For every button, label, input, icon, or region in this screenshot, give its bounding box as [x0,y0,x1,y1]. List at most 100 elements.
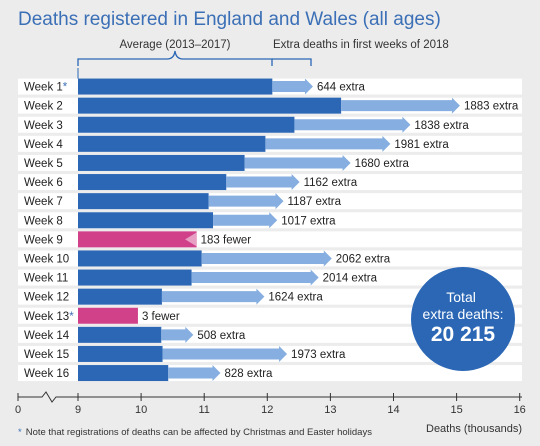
total-badge: Total extra deaths: 20 215 [411,267,515,371]
value-label: 1973 extra [291,349,346,361]
value-label: 1017 extra [281,215,336,227]
extra-arrow [265,135,391,152]
bar-row: Week 13* 3 fewer [18,307,522,324]
average-bar [78,135,266,152]
week-label: Week 8 [24,215,63,227]
value-label: 1162 extra [304,177,358,189]
value-label: 1981 extra [394,139,449,151]
chart-rows: Week 1* 644 extra Week 2 1883 extra Week 3 18… [18,68,522,382]
tick-label: 13 [324,404,336,416]
week-label: Week 7 [24,196,63,208]
week-label: Week 6 [24,177,63,189]
value-label: 3 fewer [142,311,180,323]
value-label: 1187 extra [288,196,342,208]
value-label: 644 extra [317,82,366,94]
extra-arrow [162,345,288,362]
extra-arrow [213,212,278,229]
average-bar [78,78,273,95]
bar-row: Week 4 1981 extra [18,135,522,152]
week-label: Week 13* [24,311,74,323]
legend-average-label: Average (2013–2017) [119,39,230,51]
bar-row: Week 1* 644 extra [18,78,522,95]
tick-label: 9 [75,404,81,416]
bar-row: Week 10 2062 extra [18,250,522,267]
footnote-marker: * [69,311,74,323]
bar-row: Week 2 1883 extra [18,97,522,114]
extra-arrow [244,154,351,171]
week-label: Week 5 [24,158,63,170]
value-label: 1624 extra [268,292,323,304]
average-bar [78,326,162,343]
average-bar [78,174,227,191]
bar-row: Week 5 1680 extra [18,154,522,171]
value-label: 2014 extra [323,273,378,285]
tick-label: 10 [135,404,147,416]
week-label: Week 2 [24,101,63,113]
footnote-text: Note that registrations of deaths can be… [26,427,372,438]
average-bar [78,250,202,267]
average-bar [78,116,295,133]
bar-row: Week 8 1017 extra [18,212,522,229]
row-background [18,307,522,324]
average-bar [78,154,245,171]
tick-label: 16 [514,404,526,416]
week-label: Week 16 [24,368,69,380]
bar-row: Week 16 828 extra [18,365,522,382]
legend: Average (2013–2017) Extra deaths in firs… [77,39,449,66]
bar-row: Week 14 508 extra [18,326,522,343]
extra-arrow [161,288,265,305]
x-axis: 0 9 10 11 12 13 14 15 16 Deaths (thousands) [15,391,526,435]
total-value: 20 215 [431,323,496,346]
extra-arrow [272,78,313,95]
x-axis-label: Deaths (thousands) [426,423,522,435]
fewer-bar [78,307,138,324]
week-label: Week 4 [24,139,63,151]
total-circle [411,267,515,371]
fewer-arrow [185,232,197,247]
extra-arrow [208,193,284,210]
value-label: 1680 extra [355,158,410,170]
week-label: Week 9 [24,234,63,246]
week-label: Week 3 [24,120,63,132]
average-bracket [77,50,273,66]
chart-title: Deaths registered in England and Wales (… [18,9,441,30]
tick-label: 0 [15,404,21,416]
average-bar [78,269,192,286]
average-bar [78,212,214,229]
fewer-bar [78,231,197,248]
average-bar [78,288,162,305]
tick-label: 12 [261,404,273,416]
extra-arrow [161,326,194,343]
axis-line [18,391,522,403]
week-label: Week 10 [24,253,69,265]
value-label: 508 extra [197,330,246,342]
extra-arrow [191,269,319,286]
footnote: * Note that registrations of deaths can b… [18,427,372,438]
bar-row: Week 3 1838 extra [18,116,522,133]
value-label: 2062 extra [336,253,391,265]
extra-bracket [272,58,312,66]
bar-row: Week 11 2014 extra [18,269,522,286]
extra-arrow [226,174,300,191]
week-label: Week 14 [24,330,70,342]
tick-label: 15 [450,404,462,416]
value-label: 1883 extra [464,101,519,113]
value-label: 828 extra [224,368,273,380]
extra-arrow [201,250,332,267]
footnote-marker: * [63,82,68,94]
value-label: 1838 extra [414,120,469,132]
week-label: Week 1* [24,82,68,94]
average-bar [78,365,169,382]
average-bar [78,97,342,114]
average-bar [78,345,163,362]
bar-row: Week 15 1973 extra [18,345,522,362]
week-label: Week 12 [24,292,69,304]
bar-row: Week 12 1624 extra [18,288,522,305]
total-label: Total extra deaths: [423,289,504,322]
value-label: 183 fewer [201,234,252,246]
tick-label: 14 [387,404,399,416]
bar-row: Week 7 1187 extra [18,193,522,210]
bar-row: Week 9 183 fewer [18,231,522,248]
tick-label: 11 [198,404,209,416]
